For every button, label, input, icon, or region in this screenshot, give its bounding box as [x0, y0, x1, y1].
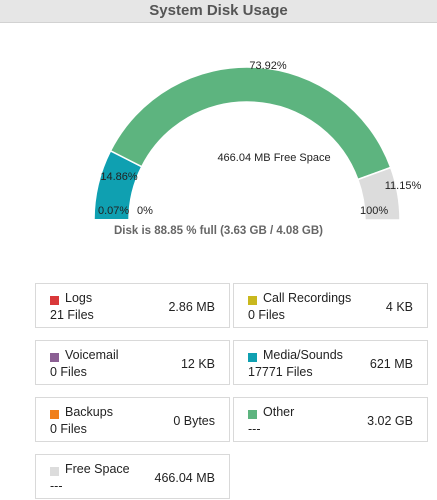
- disk-usage-gauge: 466.04 MB Free Space 0.07% 0% 100% 14.86…: [93, 60, 422, 221]
- card-call-recordings: Call Recordings 0 Files 4 KB: [233, 283, 428, 328]
- free-space-color-swatch: [50, 467, 59, 476]
- card-name: Logs: [65, 291, 93, 305]
- logs-color-swatch: [50, 296, 59, 305]
- card-size: 0 Bytes: [173, 414, 215, 428]
- card-free-space: Free Space --- 466.04 MB: [35, 454, 230, 499]
- card-size: 466.04 MB: [154, 471, 215, 485]
- card-logs: Logs 21 Files 2.86 MB: [35, 283, 230, 328]
- card-file-count: 17771 Files: [248, 365, 313, 379]
- card-name: Other: [263, 405, 295, 419]
- card-name: Voicemail: [65, 348, 119, 362]
- voicemail-color-swatch: [50, 353, 59, 362]
- card-file-count: ---: [248, 422, 261, 436]
- segment-free-arc: [356, 166, 401, 221]
- card-voicemail: Voicemail 0 Files 12 KB: [35, 340, 230, 385]
- disk-usage-summary: Disk is 88.85 % full (3.63 GB / 4.08 GB): [113, 225, 323, 237]
- card-name: Free Space: [65, 462, 130, 476]
- card-file-count: 21 Files: [50, 308, 94, 322]
- media-sounds-color-swatch: [248, 353, 257, 362]
- card-size: 621 MB: [369, 357, 413, 371]
- page-header: System Disk Usage: [0, 0, 437, 23]
- card-file-count: 0 Files: [50, 422, 87, 436]
- gauge-start-label: 0.07%: [98, 205, 129, 217]
- call-recordings-color-swatch: [248, 296, 257, 305]
- card-file-count: ---: [50, 479, 63, 493]
- card-media-sounds: Media/Sounds 17771 Files 621 MB: [233, 340, 428, 385]
- card-other: Other --- 3.02 GB: [233, 397, 428, 442]
- gauge-zero-label: 0%: [137, 205, 153, 217]
- page-title: System Disk Usage: [149, 2, 288, 19]
- card-size: 3.02 GB: [367, 414, 413, 428]
- card-backups: Backups 0 Files 0 Bytes: [35, 397, 230, 442]
- segment-label-other: 73.92%: [249, 60, 287, 72]
- gauge-end-label: 100%: [360, 205, 388, 217]
- card-name: Call Recordings: [263, 291, 352, 305]
- segment-label-media: 14.86%: [100, 171, 138, 183]
- card-size: 4 KB: [385, 300, 413, 314]
- card-name: Media/Sounds: [263, 348, 343, 362]
- other-color-swatch: [248, 410, 257, 419]
- card-file-count: 0 Files: [248, 308, 285, 322]
- card-file-count: 0 Files: [50, 365, 87, 379]
- backups-color-swatch: [50, 410, 59, 419]
- card-size: 2.86 MB: [168, 300, 215, 314]
- card-size: 12 KB: [180, 357, 215, 371]
- card-name: Backups: [65, 405, 113, 419]
- segment-label-free: 11.15%: [385, 180, 422, 192]
- free-space-center-label: 466.04 MB Free Space: [217, 152, 330, 164]
